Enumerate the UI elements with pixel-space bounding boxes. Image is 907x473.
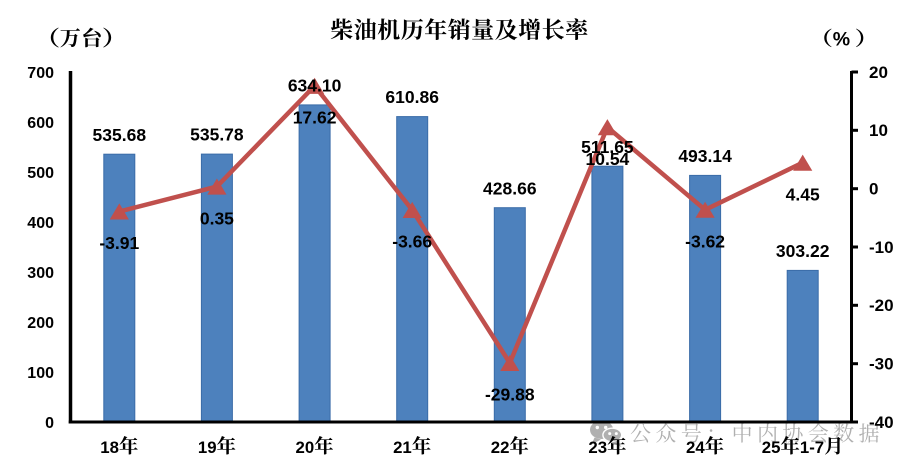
svg-text:-3.62: -3.62 (685, 232, 725, 252)
svg-text:400: 400 (27, 215, 54, 232)
svg-text:25: 25 (762, 438, 781, 457)
svg-text:535.68: 535.68 (93, 125, 147, 145)
svg-text:-3.66: -3.66 (392, 232, 432, 252)
svg-text:1-7: 1-7 (800, 438, 824, 457)
svg-text:21: 21 (393, 438, 412, 457)
svg-text:610.86: 610.86 (385, 87, 439, 107)
svg-text:23: 23 (588, 438, 607, 457)
svg-text:428.66: 428.66 (483, 178, 537, 198)
svg-text:100: 100 (27, 365, 54, 382)
svg-text:-20: -20 (869, 296, 894, 315)
svg-text:4.45: 4.45 (786, 184, 820, 204)
svg-text:-40: -40 (869, 413, 894, 432)
svg-text:600: 600 (27, 115, 54, 132)
svg-text:%: % (833, 28, 850, 50)
svg-text:-10: -10 (869, 238, 894, 257)
svg-text:700: 700 (27, 65, 54, 82)
svg-text:17.62: 17.62 (293, 108, 337, 128)
svg-text:22: 22 (491, 438, 510, 457)
svg-text:200: 200 (27, 315, 54, 332)
svg-text:10: 10 (869, 121, 888, 140)
svg-text:-30: -30 (869, 355, 894, 374)
svg-text:0.35: 0.35 (200, 208, 234, 228)
svg-text:24: 24 (686, 438, 705, 457)
svg-text:20: 20 (296, 438, 315, 457)
svg-text:-3.91: -3.91 (99, 233, 139, 253)
svg-text:511.65: 511.65 (581, 137, 634, 157)
svg-text:303.22: 303.22 (776, 241, 830, 261)
svg-text:19: 19 (198, 438, 217, 457)
svg-text:535.78: 535.78 (190, 125, 244, 145)
svg-text:0: 0 (45, 415, 54, 432)
svg-text:500: 500 (27, 165, 54, 182)
svg-text:10.54: 10.54 (586, 149, 630, 169)
svg-text:300: 300 (27, 265, 54, 282)
svg-text:-29.88: -29.88 (485, 385, 535, 405)
svg-text:0: 0 (869, 180, 878, 199)
svg-text:20: 20 (869, 63, 888, 82)
svg-text:18: 18 (100, 438, 119, 457)
svg-text:634.10: 634.10 (288, 76, 342, 96)
svg-text:493.14: 493.14 (678, 146, 732, 166)
